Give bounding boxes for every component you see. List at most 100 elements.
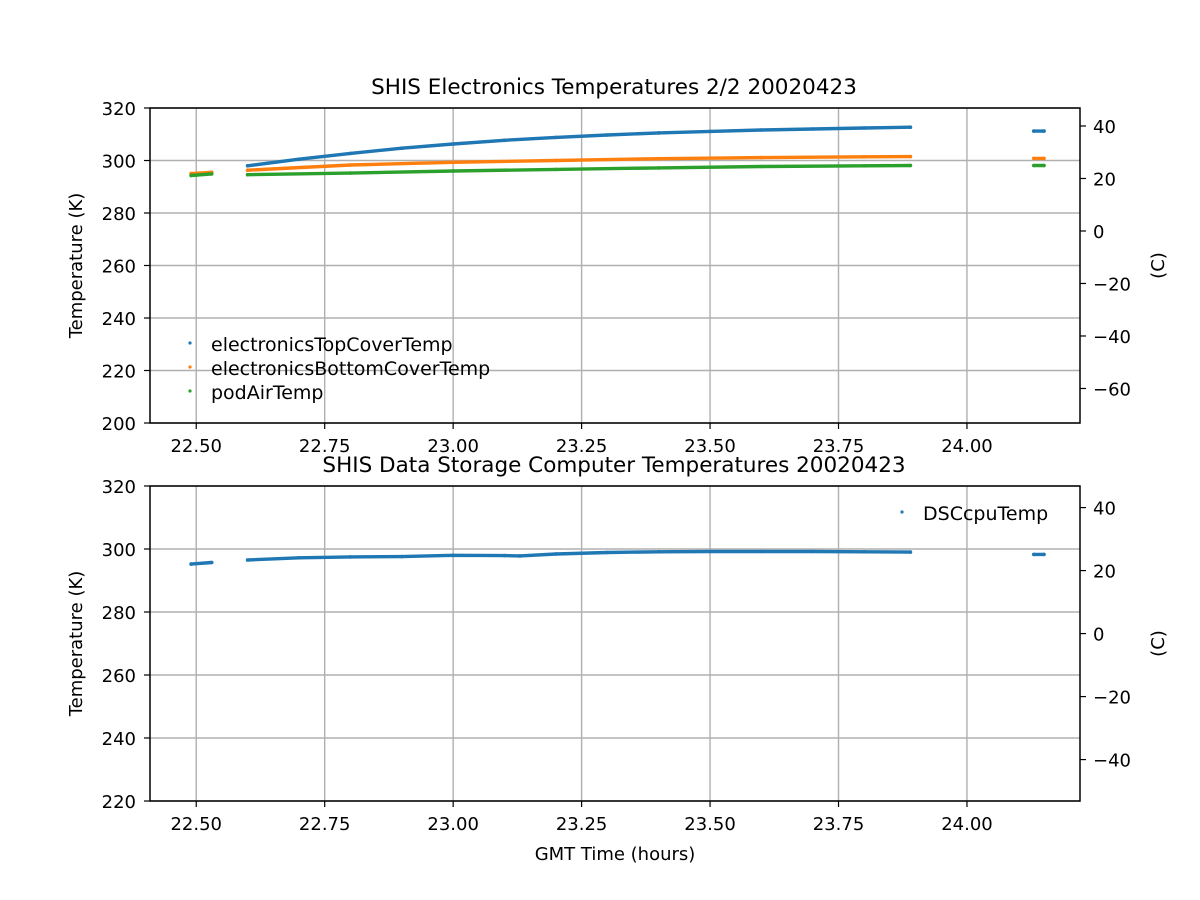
series-electronicsTopCoverTemp	[245, 125, 1046, 168]
data-point	[1042, 552, 1046, 557]
right-y-tick-label: −40	[1093, 327, 1131, 348]
data-point	[908, 550, 913, 554]
data-series-line	[245, 154, 913, 172]
data-point	[908, 125, 913, 129]
data-point	[451, 160, 455, 165]
axes: 22.50 22.75 23.00 23.25 23.50 23.75 24.0020022…	[102, 99, 1131, 457]
data-point	[656, 156, 661, 161]
data-point	[1032, 552, 1036, 557]
legend-label: electronicsTopCoverTemp	[211, 334, 453, 356]
y-tick-label: 260	[102, 257, 136, 278]
data-point	[451, 553, 455, 558]
data-point	[554, 552, 558, 556]
x-tick-label: 23.25	[556, 436, 608, 457]
data-point	[605, 550, 610, 555]
data-point	[811, 127, 815, 131]
y-tick-label: 280	[102, 204, 136, 225]
y-tick-label: 320	[102, 99, 136, 120]
y-tick-label: 240	[102, 309, 136, 330]
data-point	[209, 172, 214, 176]
data-point	[656, 550, 661, 554]
data-point	[400, 554, 404, 559]
x-tick-label: 23.25	[556, 814, 608, 835]
series-DSCcpuTemp	[189, 549, 1046, 566]
right-y-tick-label: 0	[1093, 222, 1104, 243]
right-y-axis-label: (C)	[1148, 252, 1169, 279]
x-axis-label: GMT Time (hours)	[535, 844, 696, 865]
data-point	[189, 562, 193, 566]
data-point	[862, 550, 866, 554]
data-point	[245, 164, 250, 168]
data-point	[554, 158, 558, 163]
data-series-line	[189, 172, 214, 178]
axes: 22.50 22.75 23.00 23.25 23.50 23.75 24.00 220 24…	[102, 477, 1131, 835]
data-point	[451, 169, 455, 173]
x-tick-label: 22.75	[299, 814, 351, 835]
data-point	[1032, 156, 1036, 161]
data-point	[862, 155, 866, 159]
right-y-axis-label: (C)	[1148, 630, 1169, 657]
data-point	[759, 155, 764, 160]
right-y-tick-label: 20	[1093, 562, 1116, 583]
data-point	[656, 166, 661, 170]
data-point	[348, 555, 353, 559]
data-point	[759, 164, 764, 169]
y-axis-label: Temperature (K)	[66, 193, 87, 340]
legend-marker	[188, 365, 192, 369]
data-point	[348, 163, 353, 167]
x-tick-label: 23.00	[427, 436, 479, 457]
right-y-tick-label: 20	[1093, 169, 1116, 190]
legend-marker	[900, 510, 904, 514]
data-point	[605, 133, 610, 137]
data-point	[297, 556, 301, 560]
plot-frame	[149, 485, 1081, 802]
data-point	[400, 146, 404, 150]
legend-marker	[188, 389, 192, 393]
plot-area	[189, 125, 1046, 178]
data-point	[502, 138, 507, 143]
x-tick-label: 22.50	[170, 814, 222, 835]
data-storage-computer-panel: SHIS Data Storage Computer Temperatures …	[66, 453, 1169, 865]
data-point	[245, 168, 250, 172]
data-series-line	[245, 125, 913, 168]
data-point	[1042, 129, 1046, 133]
data-point	[908, 163, 913, 168]
y-tick-label: 220	[102, 792, 136, 813]
data-point	[297, 157, 301, 161]
y-tick-label: 200	[102, 414, 136, 435]
x-tick-label: 23.50	[684, 436, 736, 457]
legend-label: DSCcpuTemp	[923, 503, 1048, 525]
right-y-tick-label: −20	[1093, 688, 1131, 709]
data-point	[708, 549, 712, 554]
legend-label: podAirTemp	[211, 382, 323, 404]
plot-area	[189, 549, 1046, 566]
electronics-temperatures-panel: SHIS Electronics Temperatures 2/2 200204…	[66, 75, 1169, 457]
data-point	[908, 154, 913, 159]
chart-title: SHIS Data Storage Computer Temperatures …	[322, 453, 905, 478]
legend: electronicsTopCoverTempelectronicsBottom…	[188, 334, 490, 404]
x-tick-label: 24.00	[941, 814, 993, 835]
data-point	[656, 131, 661, 135]
x-tick-label: 23.50	[684, 814, 736, 835]
data-point	[759, 128, 764, 132]
y-tick-label: 300	[102, 152, 136, 173]
right-y-tick-label: 40	[1093, 499, 1116, 520]
x-tick-label: 23.75	[813, 814, 865, 835]
right-y-tick-label: 0	[1093, 625, 1104, 646]
x-tick-label: 22.50	[170, 436, 222, 457]
chart-title: SHIS Electronics Temperatures 2/2 200204…	[371, 75, 857, 100]
data-point	[554, 167, 558, 172]
data-point	[862, 126, 866, 130]
y-tick-label: 220	[102, 362, 136, 383]
data-point	[759, 549, 764, 554]
right-y-tick-label: −60	[1093, 379, 1131, 400]
x-tick-label: 24.00	[941, 436, 993, 457]
data-series-line	[245, 163, 913, 177]
data-point	[1032, 163, 1036, 168]
x-tick-label: 23.00	[427, 814, 479, 835]
data-point	[451, 142, 455, 146]
data-point	[348, 151, 353, 156]
data-series-line	[245, 549, 913, 562]
legend-marker	[188, 341, 192, 345]
